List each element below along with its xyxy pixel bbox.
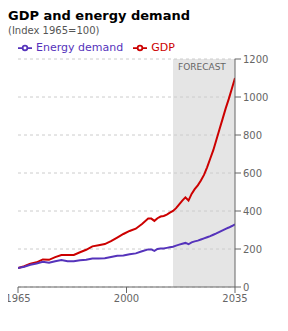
svg-text:200: 200 bbox=[243, 244, 262, 255]
svg-text:1965: 1965 bbox=[8, 293, 31, 304]
svg-text:600: 600 bbox=[243, 168, 262, 179]
html-text:GDP: GDP bbox=[151, 41, 175, 54]
html-text:GDP and energy demand: GDP and energy demand bbox=[8, 8, 190, 23]
svg-text:FORECAST: FORECAST bbox=[178, 62, 226, 72]
svg-text:2000: 2000 bbox=[114, 293, 139, 304]
svg-text:2035: 2035 bbox=[222, 293, 247, 304]
svg-text:400: 400 bbox=[243, 206, 262, 217]
svg-text:1200: 1200 bbox=[243, 54, 268, 65]
html-text:(Index 1965=100): (Index 1965=100) bbox=[8, 25, 100, 36]
svg-text:800: 800 bbox=[243, 130, 262, 141]
html-text:Energy demand: Energy demand bbox=[36, 41, 124, 54]
svg-text:1000: 1000 bbox=[243, 92, 268, 103]
svg-text:0: 0 bbox=[243, 282, 249, 293]
